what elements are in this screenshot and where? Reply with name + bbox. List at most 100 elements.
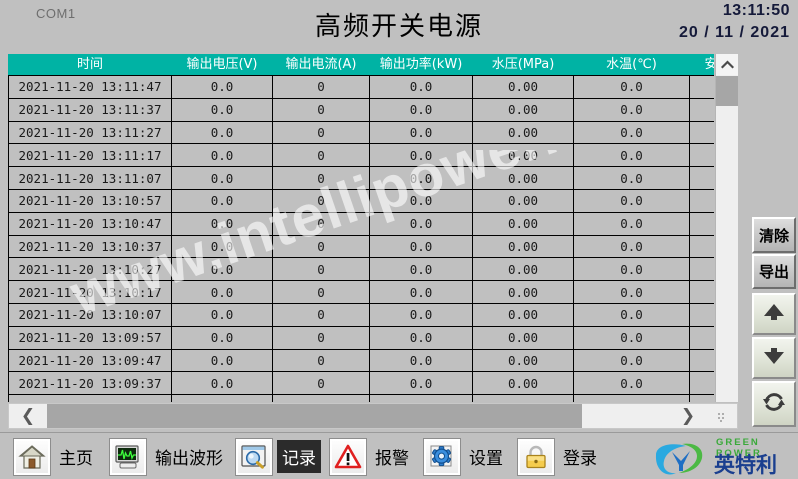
cell-voltage: 0.0 (171, 349, 273, 373)
table-row[interactable]: 2021-11-20 13:11:37 0.0 0 0.0 0.00 0.0 (8, 98, 714, 122)
page-down-button[interactable] (752, 337, 796, 379)
table-row[interactable]: 2021-11-20 13:09:57 0.0 0 0.0 0.00 0.0 (8, 326, 714, 350)
horizontal-scroll-thumb[interactable] (47, 404, 582, 428)
cell-current: 0 (272, 121, 370, 145)
cell-power: 0.0 (369, 143, 473, 168)
page-up-button[interactable] (752, 293, 796, 335)
col-header-voltage[interactable]: 输出电压(V) (171, 54, 273, 76)
cell-extra (689, 166, 714, 190)
refresh-button[interactable] (752, 381, 796, 427)
cell-pressure: 0.00 (472, 75, 574, 99)
cell-time: 2021-11-20 13:11:47 (8, 75, 172, 99)
cell-voltage: 0.0 (171, 166, 273, 190)
cell-extra (689, 303, 714, 327)
cell-extra (689, 98, 714, 122)
cell-power: 0.0 (369, 349, 473, 373)
table-row[interactable]: 2021-11-20 13:10:47 0.0 0 0.0 0.00 0.0 (8, 212, 714, 236)
col-header-current[interactable]: 输出电流(A) (272, 54, 370, 76)
cell-power: 0.0 (369, 326, 473, 350)
toolbar-label-settings[interactable]: 设置 (469, 449, 503, 469)
table-row[interactable]: 2021-11-20 13:10:07 0.0 0 0.0 0.00 0.0 (8, 303, 714, 327)
cell-time: 2021-11-20 13:09:57 (8, 326, 172, 350)
toolbar-label-login[interactable]: 登录 (563, 449, 597, 469)
table-row[interactable]: 2021-11-20 13:11:17 0.0 0 0.0 0.00 0.0 (8, 143, 714, 168)
toolbar-item-waveform[interactable]: 输出波形 (109, 437, 223, 476)
table-row[interactable]: 2021-11-20 13:10:37 0.0 0 0.0 0.00 0.0 (8, 235, 714, 259)
cell-power: 0.0 (369, 303, 473, 327)
toolbar-item-alarm[interactable]: 报警 (329, 437, 409, 476)
home-icon[interactable] (13, 437, 51, 476)
resize-grip-icon[interactable] (715, 408, 729, 424)
table-row[interactable]: 2021-11-20 13:11:07 0.0 0 0.0 0.00 0.0 (8, 166, 714, 190)
table-row[interactable]: 2021-11-20 13:09:47 0.0 0 0.0 0.00 0.0 (8, 349, 714, 373)
col-header-time[interactable]: 时间 (8, 54, 172, 76)
col-header-temperature[interactable]: 水温(℃) (573, 54, 690, 76)
search-icon[interactable] (235, 437, 273, 476)
cell-temperature: 0.0 (573, 257, 690, 282)
cell-pressure: 0.00 (472, 212, 574, 236)
toolbar-label-home[interactable]: 主页 (59, 449, 93, 469)
clock-time: 13:11:50 (722, 2, 790, 19)
table-row[interactable]: 2021-11-20 13:09:270.000.00.000.0 (8, 394, 714, 402)
cell-current: 0 (272, 280, 370, 304)
vertical-scroll-thumb[interactable] (716, 76, 738, 106)
cell-current: 0 (272, 166, 370, 190)
toolbar-item-login[interactable]: 登录 (517, 437, 597, 476)
toolbar-label-records[interactable]: 记录 (277, 440, 321, 473)
toolbar-item-home[interactable]: 主页 (13, 437, 93, 476)
cell-current: 0 (272, 326, 370, 350)
cell-current: 0 (272, 394, 370, 402)
cell-voltage: 0.0 (171, 303, 273, 327)
toolbar-item-records[interactable]: 记录 (235, 437, 321, 476)
col-header-extra[interactable]: 安 (689, 54, 714, 76)
cell-extra (689, 326, 714, 350)
table-row[interactable]: 2021-11-20 13:09:37 0.0 0 0.0 0.00 0.0 (8, 371, 714, 396)
cell-pressure: 0.00 (472, 280, 574, 304)
cell-extra (689, 394, 714, 402)
col-header-power[interactable]: 输出功率(kW) (369, 54, 473, 76)
cell-voltage: 0.0 (171, 235, 273, 259)
cell-voltage: 0.0 (171, 394, 273, 402)
vertical-scrollbar[interactable] (715, 54, 738, 402)
refresh-icon (760, 388, 788, 421)
scroll-right-chevron-icon[interactable]: ❯ (669, 404, 707, 428)
logo-text-cn: 英特利 (714, 453, 777, 477)
col-header-pressure[interactable]: 水压(MPa) (472, 54, 574, 76)
warning-icon[interactable] (329, 437, 367, 476)
cell-time: 2021-11-20 13:10:47 (8, 212, 172, 236)
title-bar: COM1 高频开关电源 13:11:50 20 / 11 / 2021 (0, 0, 798, 54)
logo-text-en: GREEN POWER (716, 437, 762, 459)
table-row[interactable]: 2021-11-20 13:11:47 0.0 0 0.0 0.00 0.0 (8, 75, 714, 99)
cell-pressure: 0.00 (472, 98, 574, 122)
gear-icon[interactable] (423, 437, 461, 476)
cell-power: 0.0 (369, 371, 473, 396)
toolbar-label-waveform[interactable]: 输出波形 (155, 449, 223, 469)
export-button[interactable]: 导出 (752, 254, 796, 289)
cell-temperature: 0.0 (573, 189, 690, 213)
clear-button[interactable]: 清除 (752, 217, 796, 253)
cell-temperature: 0.0 (573, 166, 690, 190)
cell-pressure: 0.00 (472, 394, 574, 402)
cell-power: 0.0 (369, 98, 473, 122)
table-row[interactable]: 2021-11-20 13:10:27 0.0 0 0.0 0.00 0.0 (8, 257, 714, 282)
cell-pressure: 0.00 (472, 326, 574, 350)
cell-pressure: 0.00 (472, 143, 574, 168)
cell-power: 0.0 (369, 212, 473, 236)
lock-icon[interactable] (517, 437, 555, 476)
record-table: 时间 输出电压(V) 输出电流(A) 输出功率(kW) 水压(MPa) 水温(℃… (8, 54, 714, 402)
toolbar-label-alarm[interactable]: 报警 (375, 449, 409, 469)
vertical-scroll-track[interactable] (716, 106, 738, 402)
toolbar-item-settings[interactable]: 设置 (423, 437, 503, 476)
cell-current: 0 (272, 212, 370, 236)
clock-date: 20 / 11 / 2021 (679, 24, 790, 41)
horizontal-scrollbar[interactable]: ❮ ❯ (8, 403, 738, 429)
waveform-icon[interactable] (109, 437, 147, 476)
scroll-up-chevron-icon[interactable] (716, 54, 738, 75)
cell-current: 0 (272, 235, 370, 259)
cell-temperature: 0.0 (573, 75, 690, 99)
scroll-left-chevron-icon[interactable]: ❮ (9, 404, 47, 428)
table-row[interactable]: 2021-11-20 13:10:57 0.0 0 0.0 0.00 0.0 (8, 189, 714, 213)
cell-voltage: 0.0 (171, 143, 273, 168)
table-row[interactable]: 2021-11-20 13:11:27 0.0 0 0.0 0.00 0.0 (8, 121, 714, 145)
table-row[interactable]: 2021-11-20 13:10:17 0.0 0 0.0 0.00 0.0 (8, 280, 714, 304)
